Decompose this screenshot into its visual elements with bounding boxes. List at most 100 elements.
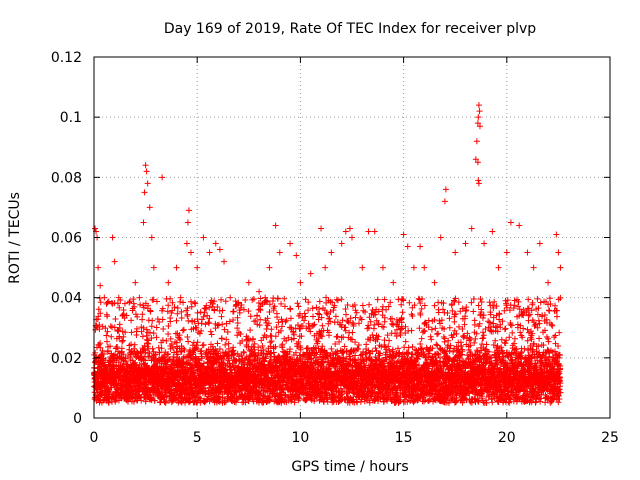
data-point xyxy=(314,310,321,317)
data-point xyxy=(95,313,102,320)
data-point xyxy=(338,296,345,303)
data-point xyxy=(352,339,359,346)
data-point xyxy=(418,335,425,342)
data-point xyxy=(92,349,99,356)
data-point xyxy=(132,359,139,366)
data-point xyxy=(173,317,180,324)
data-point xyxy=(99,347,106,354)
data-point xyxy=(219,307,226,314)
data-point xyxy=(131,341,138,348)
data-point xyxy=(104,328,111,335)
chart-title: Day 169 of 2019, Rate Of TEC Index for r… xyxy=(164,21,536,37)
data-point xyxy=(334,297,341,304)
data-point xyxy=(137,301,144,308)
data-point xyxy=(138,328,145,335)
data-point xyxy=(116,324,123,331)
data-point xyxy=(184,311,191,318)
data-point xyxy=(116,304,123,311)
data-point xyxy=(379,303,386,310)
data-point xyxy=(234,319,241,326)
data-point xyxy=(126,299,133,306)
data-point xyxy=(111,324,118,331)
data-point xyxy=(281,295,288,302)
data-point xyxy=(114,300,121,307)
data-point xyxy=(255,299,262,306)
data-point xyxy=(402,338,409,345)
data-point xyxy=(119,328,126,335)
data-point xyxy=(126,298,133,305)
data-point xyxy=(120,333,127,340)
data-point xyxy=(222,341,229,348)
data-point xyxy=(355,320,362,327)
data-point xyxy=(95,306,102,313)
data-point xyxy=(245,308,252,315)
data-point xyxy=(148,323,155,330)
data-point xyxy=(295,303,302,310)
data-point xyxy=(208,331,215,338)
data-point xyxy=(278,323,285,330)
data-point xyxy=(387,299,394,306)
data-point xyxy=(247,327,254,334)
data-point xyxy=(207,328,214,335)
data-point xyxy=(105,399,112,406)
data-point xyxy=(316,298,323,305)
data-point xyxy=(140,325,147,332)
data-point xyxy=(302,296,309,303)
data-point xyxy=(103,338,110,345)
data-point xyxy=(96,322,103,329)
data-point xyxy=(287,306,294,313)
data-point xyxy=(138,397,145,404)
data-point xyxy=(160,326,167,333)
data-point xyxy=(257,295,264,302)
data-point xyxy=(268,338,275,345)
data-point xyxy=(343,311,350,318)
data-point xyxy=(386,337,393,344)
data-point xyxy=(250,296,257,303)
data-point xyxy=(107,343,114,350)
data-point xyxy=(104,313,111,320)
data-point xyxy=(142,398,149,405)
data-point xyxy=(132,311,139,318)
data-point xyxy=(140,304,147,311)
data-point xyxy=(105,298,112,305)
data-point xyxy=(119,338,126,345)
data-point xyxy=(188,303,195,310)
data-point xyxy=(149,317,156,324)
data-point xyxy=(112,316,119,323)
data-point xyxy=(257,316,264,323)
data-point xyxy=(316,306,323,313)
grid-lines xyxy=(94,57,610,418)
data-point xyxy=(272,333,279,340)
data-point xyxy=(91,394,98,401)
data-point xyxy=(408,327,415,334)
data-point xyxy=(106,389,113,396)
data-point xyxy=(147,308,154,315)
data-point xyxy=(178,314,185,321)
data-point xyxy=(155,344,162,351)
data-point xyxy=(153,334,160,341)
data-point xyxy=(355,341,362,348)
data-point xyxy=(108,333,115,340)
data-point xyxy=(105,347,112,354)
data-point xyxy=(139,316,146,323)
data-point xyxy=(359,302,366,309)
data-point xyxy=(372,345,379,352)
data-point xyxy=(123,312,130,319)
data-point xyxy=(180,326,187,333)
data-point xyxy=(222,298,229,305)
data-point xyxy=(128,329,135,336)
data-point xyxy=(305,299,312,306)
data-point xyxy=(230,308,237,315)
data-point xyxy=(174,304,181,311)
data-point xyxy=(194,309,201,316)
data-point xyxy=(128,317,135,324)
data-point xyxy=(191,299,198,306)
data-point xyxy=(381,337,388,344)
data-point xyxy=(214,340,221,347)
data-point xyxy=(114,343,121,350)
data-point xyxy=(97,344,104,351)
data-point xyxy=(185,338,192,345)
data-point xyxy=(218,335,225,342)
data-point xyxy=(313,304,320,311)
data-point xyxy=(259,343,266,350)
